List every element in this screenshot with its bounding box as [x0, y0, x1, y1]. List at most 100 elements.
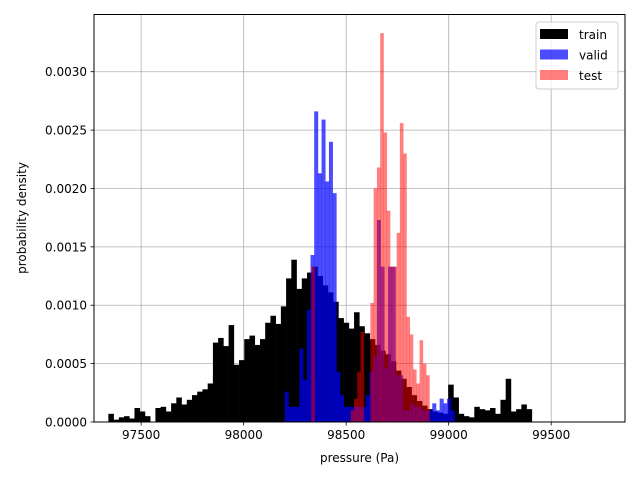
train-bar	[239, 360, 245, 422]
valid-bar	[295, 406, 300, 422]
valid-bar	[336, 371, 341, 422]
y-tick-label: 0.0010	[45, 299, 87, 313]
train-bar	[458, 413, 465, 422]
x-axis-label: pressure (Pa)	[320, 451, 399, 465]
valid-bar	[317, 173, 322, 422]
valid-bar	[288, 406, 293, 422]
train-bar	[275, 323, 282, 422]
train-bar	[296, 288, 303, 422]
train-bar	[191, 395, 198, 422]
train-bar	[510, 411, 517, 422]
train-bar	[223, 346, 229, 422]
valid-bar	[292, 406, 297, 422]
valid-bar	[435, 410, 440, 422]
train-bar	[233, 364, 240, 422]
valid-bar	[347, 406, 352, 422]
valid-bar	[340, 395, 345, 422]
train-bar	[270, 315, 276, 422]
legend-swatch-valid	[540, 49, 568, 60]
train-bar	[197, 391, 203, 422]
legend-swatch-train	[540, 29, 568, 39]
train-bar	[134, 407, 141, 422]
test-bar	[403, 153, 407, 422]
test-bar	[422, 363, 427, 422]
train-bar	[453, 397, 459, 422]
test-bar	[383, 132, 388, 422]
x-axis-ticks: 97500 98000 98500 99000 99500	[122, 422, 570, 442]
test-bar	[357, 371, 361, 422]
test-bar	[370, 302, 374, 422]
test-bar	[419, 340, 424, 422]
test-bar	[426, 375, 430, 422]
legend-label-test: test	[579, 69, 602, 83]
train-bar	[129, 418, 135, 422]
train-bar	[249, 335, 256, 422]
y-axis-ticks: 0.0000 0.0005 0.0010 0.0015 0.0020 0.0025 0.00…	[45, 65, 94, 430]
valid-bar	[439, 398, 444, 422]
y-tick-label: 0.0030	[45, 65, 87, 79]
test-bar	[380, 33, 384, 423]
test-bar	[360, 332, 365, 422]
train-bar	[301, 278, 308, 422]
train-bar	[343, 322, 350, 422]
train-bar	[254, 344, 261, 422]
train-bar	[202, 389, 208, 422]
valid-bar	[299, 348, 304, 422]
test-bar	[373, 188, 378, 422]
legend-swatch-test	[540, 70, 568, 80]
valid-bar	[432, 403, 437, 422]
train-bar	[212, 342, 219, 422]
valid-bar	[447, 398, 452, 422]
train-bar	[495, 413, 501, 422]
test-bar	[396, 232, 401, 422]
y-tick-label: 0.0025	[45, 124, 87, 138]
x-tick-label: 99500	[532, 428, 570, 442]
test-bar	[416, 383, 420, 422]
train-bar	[165, 411, 172, 422]
train-bar	[469, 417, 475, 422]
train-bar	[108, 413, 114, 422]
train-bar	[526, 409, 533, 422]
valid-bar	[362, 406, 367, 422]
valid-bar	[450, 410, 455, 422]
legend-label-train: train	[579, 28, 607, 42]
y-axis-label: probability density	[15, 162, 29, 274]
test-bar	[386, 210, 391, 422]
train-bar	[186, 399, 193, 422]
train-bar	[155, 407, 161, 422]
train-bar	[280, 306, 287, 422]
histogram-bars	[108, 33, 533, 423]
test-bar	[409, 334, 414, 422]
train-bar	[181, 404, 188, 422]
test-bar	[376, 167, 381, 422]
test-bar	[406, 316, 411, 422]
x-tick-label: 98500	[327, 428, 365, 442]
train-bar	[218, 337, 224, 422]
valid-bar	[321, 119, 326, 422]
train-bar	[484, 410, 491, 422]
train-bar	[338, 318, 344, 422]
train-bar	[516, 409, 522, 422]
train-bar	[489, 407, 496, 422]
valid-bar	[343, 406, 348, 422]
train-bar	[228, 325, 235, 422]
train-bar	[286, 278, 292, 422]
train-bar	[479, 409, 486, 422]
train-bar	[291, 259, 297, 422]
train-bar	[463, 416, 470, 422]
valid-bar	[303, 379, 308, 422]
y-tick-label: 0.0005	[45, 357, 87, 371]
test-bar	[390, 266, 394, 422]
x-tick-label: 99000	[430, 428, 468, 442]
train-bar	[354, 312, 360, 422]
train-bar	[259, 339, 266, 422]
valid-bar	[325, 181, 330, 422]
x-tick-label: 98000	[225, 428, 263, 442]
legend: train valid test	[535, 21, 619, 90]
legend-label-valid: valid	[579, 49, 608, 63]
y-tick-label: 0.0000	[45, 416, 87, 430]
train-bar	[118, 417, 125, 422]
train-bar	[505, 378, 512, 422]
test-bar	[393, 266, 397, 422]
